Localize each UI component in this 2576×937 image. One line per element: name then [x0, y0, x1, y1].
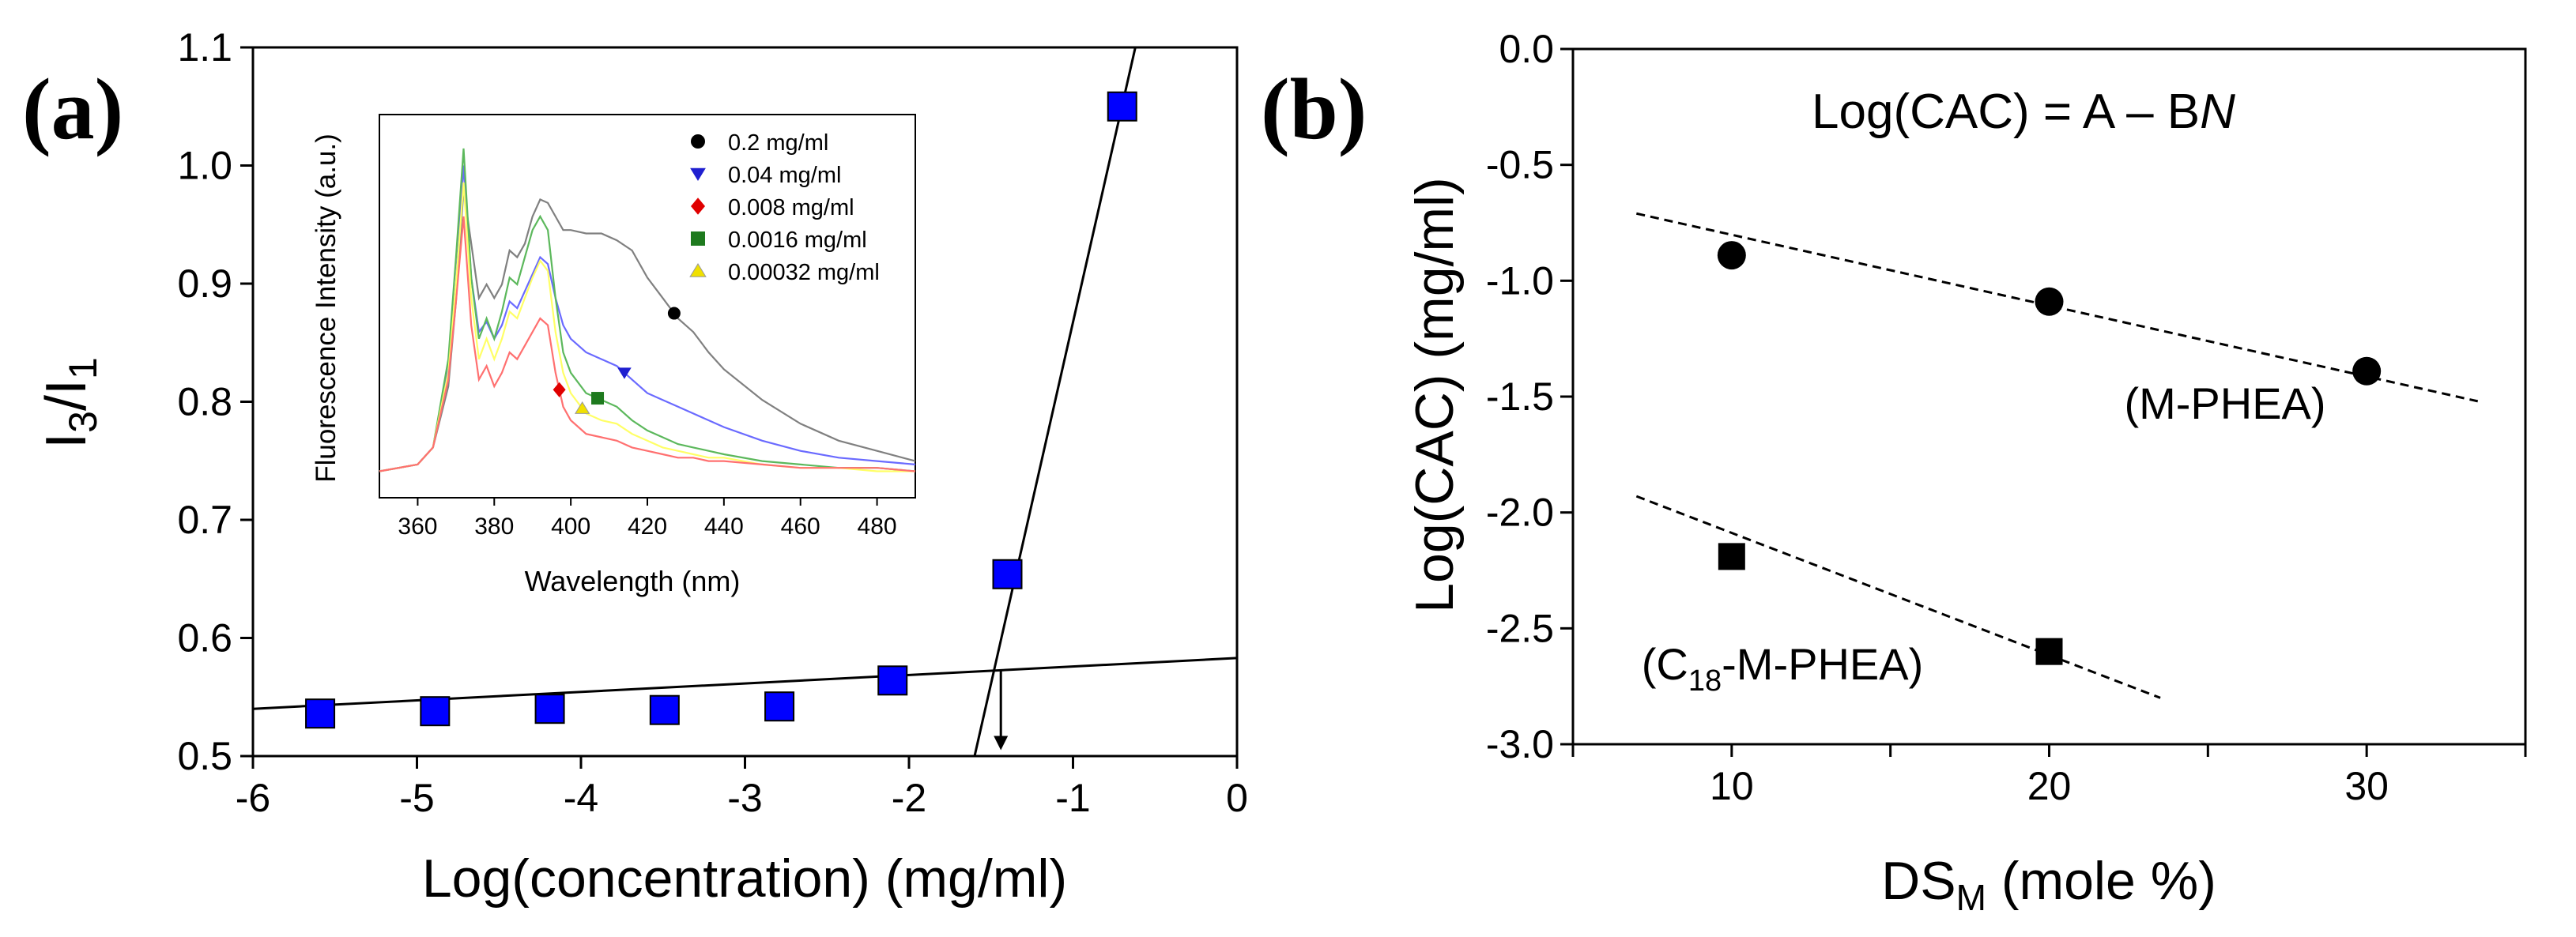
data-point	[2035, 638, 2063, 665]
inset-ticks: 360 380 400 420 440 460 480	[398, 498, 897, 540]
fit-line	[252, 657, 1238, 710]
chart-b-markers	[1717, 241, 2382, 665]
legend-marker	[690, 167, 706, 181]
y-tick-label: 0.5	[177, 734, 232, 778]
data-point	[1107, 91, 1137, 122]
data-point	[420, 696, 451, 727]
chart-a-fit-lines	[252, 47, 1238, 757]
y-tick-label: -2.0	[1486, 491, 1554, 535]
data-point	[2035, 287, 2064, 316]
chart-a-ticks: -6 -5 -4 -3 -2 -1 0 0.5 0.6 0.7 0.8 0.9 1.0 1.1	[177, 25, 1247, 820]
spectrum-line	[379, 148, 916, 472]
legend-label: 0.00032 mg/ml	[728, 260, 880, 285]
fit-line	[973, 47, 1137, 757]
y-tick-label: 1.1	[177, 25, 232, 70]
chart-b-ticks: 10 20 30 0.0 -0.5 -1.0 -1.5 -2.0 -2.5 -3.0	[1486, 27, 2527, 808]
inset-x-tick-label: 380	[474, 514, 514, 540]
x-tick-label: -6	[236, 776, 270, 820]
chart-b-y-axis-label: Log(CAC) (mg/ml)	[1405, 177, 1465, 613]
data-point	[649, 694, 680, 725]
data-point	[305, 698, 336, 729]
inset-legend: 0.2 mg/ml 0.04 mg/ml 0.008 mg/ml 0.0016 mg/…	[689, 130, 880, 285]
y-tick-label: 1.0	[177, 144, 232, 188]
x-tick-label: 30	[2344, 764, 2389, 808]
y-tick-label: -1.0	[1486, 258, 1554, 303]
chart-b: 10 20 30 0.0 -0.5 -1.0 -1.5 -2.0 -2.5 -3.0 Log(CA…	[1405, 27, 2527, 918]
chart-a-y-axis-label: I3/I1	[35, 357, 105, 449]
chart-b-fit-lines	[1635, 212, 2479, 699]
inset-x-axis-label: Wavelength (nm)	[525, 565, 741, 597]
y-tick-label: 0.7	[177, 498, 232, 542]
panel-b-label: (b)	[1261, 61, 1367, 157]
inset-y-axis-label: Fluorescence Intensity (a.u.)	[311, 134, 341, 483]
x-tick-label: -2	[892, 776, 926, 820]
legend-label: 0.0016 mg/ml	[728, 228, 867, 253]
chart-b-x-axis-label: DSM (mole %)	[1881, 851, 2216, 918]
inset-lines	[379, 148, 916, 472]
inset-x-tick-label: 480	[858, 514, 897, 540]
series-label-c18-m-phea: (C18-M-PHEA)	[1642, 639, 1923, 698]
spectrum-marker	[617, 367, 632, 379]
data-point	[1718, 543, 1745, 570]
series-label-m-phea: (M-PHEA)	[2124, 378, 2325, 428]
x-tick-label: -5	[399, 776, 434, 820]
inset-x-tick-label: 400	[551, 514, 590, 540]
chart-a: -6 -5 -4 -3 -2 -1 0 0.5 0.6 0.7 0.8 0.9 1.0 1.1 Log(c…	[35, 25, 1248, 909]
spectrum-marker	[591, 392, 605, 405]
x-tick-label: 20	[2027, 764, 2072, 808]
inset-chart: 360 380 400 420 440 460 480 0.2 mg/ml 0.04 mg/m…	[311, 114, 916, 597]
legend-marker	[691, 134, 705, 149]
inset-x-tick-label: 360	[398, 514, 437, 540]
spectrum-marker	[667, 307, 681, 320]
inset-x-tick-label: 440	[704, 514, 744, 540]
legend-label: 0.2 mg/ml	[728, 130, 828, 156]
data-point	[2352, 356, 2382, 386]
x-tick-label: -1	[1055, 776, 1090, 820]
spectrum-marker	[553, 382, 566, 397]
chart-b-title: Log(CAC) = A – BN	[1812, 85, 2235, 139]
legend-marker	[691, 231, 705, 246]
x-tick-label: 10	[1710, 764, 1754, 808]
data-point	[534, 694, 565, 724]
y-tick-label: 0.0	[1499, 27, 1554, 71]
y-tick-label: -2.5	[1486, 606, 1554, 650]
data-point	[992, 559, 1023, 589]
cac-arrow-head	[994, 736, 1009, 751]
y-tick-label: -1.5	[1486, 374, 1554, 419]
legend-label: 0.04 mg/ml	[728, 163, 841, 188]
x-tick-label: 0	[1226, 776, 1248, 820]
inset-x-tick-label: 460	[781, 514, 820, 540]
spectrum-line	[379, 182, 915, 472]
spectrum-marker	[574, 401, 590, 414]
inset-frame	[379, 114, 916, 499]
x-tick-label: -4	[564, 776, 598, 820]
chart-a-markers	[305, 91, 1137, 729]
y-tick-label: 0.6	[177, 616, 232, 660]
y-tick-label: -3.0	[1486, 722, 1554, 766]
x-tick-label: -3	[727, 776, 762, 820]
y-tick-label: 0.8	[177, 380, 232, 424]
chart-a-x-axis-label: Log(concentration) (mg/ml)	[422, 849, 1067, 909]
y-tick-label: -0.5	[1486, 143, 1554, 187]
data-point	[1717, 241, 1746, 270]
inset-x-tick-label: 420	[628, 514, 667, 540]
y-tick-label: 0.9	[177, 262, 232, 306]
fit-line-dashed	[1635, 495, 2161, 699]
data-point	[764, 691, 795, 722]
panel-a-label: (a)	[22, 61, 123, 157]
legend-marker	[689, 263, 707, 277]
legend-marker	[691, 198, 705, 215]
spectrum-line	[379, 216, 916, 472]
data-point	[877, 665, 908, 696]
legend-label: 0.008 mg/ml	[728, 195, 854, 220]
